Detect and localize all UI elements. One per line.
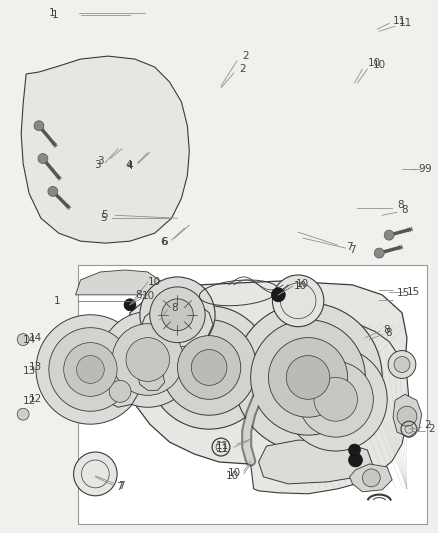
Circle shape bbox=[74, 452, 117, 496]
Text: 1: 1 bbox=[52, 10, 59, 20]
Polygon shape bbox=[138, 367, 165, 390]
Polygon shape bbox=[350, 464, 392, 492]
Circle shape bbox=[191, 350, 227, 385]
Polygon shape bbox=[122, 281, 407, 464]
Bar bbox=[78, 265, 427, 523]
Circle shape bbox=[64, 343, 117, 397]
Circle shape bbox=[100, 312, 195, 407]
Text: 9: 9 bbox=[425, 164, 431, 174]
Circle shape bbox=[234, 303, 382, 452]
Circle shape bbox=[17, 408, 29, 420]
Circle shape bbox=[36, 315, 145, 424]
Text: 2: 2 bbox=[429, 424, 435, 434]
Circle shape bbox=[34, 121, 44, 131]
Text: 6: 6 bbox=[160, 237, 166, 247]
Text: 13: 13 bbox=[23, 367, 36, 376]
Polygon shape bbox=[393, 394, 422, 437]
Text: 11: 11 bbox=[215, 444, 229, 454]
Text: 11: 11 bbox=[393, 17, 406, 26]
Circle shape bbox=[374, 248, 384, 258]
Circle shape bbox=[268, 337, 348, 417]
Text: 14: 14 bbox=[29, 333, 42, 343]
Text: 3: 3 bbox=[98, 156, 104, 166]
Text: 11: 11 bbox=[399, 18, 412, 28]
Circle shape bbox=[349, 444, 360, 456]
Circle shape bbox=[112, 324, 184, 395]
Circle shape bbox=[349, 453, 362, 467]
Text: 15: 15 bbox=[397, 288, 410, 298]
Polygon shape bbox=[249, 322, 409, 494]
Text: 3: 3 bbox=[94, 159, 100, 169]
Circle shape bbox=[126, 337, 170, 382]
Text: 7: 7 bbox=[118, 481, 125, 491]
Circle shape bbox=[48, 187, 58, 196]
Text: 8: 8 bbox=[172, 303, 178, 313]
Text: 12: 12 bbox=[23, 397, 36, 406]
Circle shape bbox=[162, 299, 193, 330]
Text: 4: 4 bbox=[125, 159, 132, 169]
Text: 12: 12 bbox=[29, 394, 42, 405]
Text: 14: 14 bbox=[23, 335, 36, 345]
Circle shape bbox=[109, 381, 131, 402]
Text: 10: 10 bbox=[372, 60, 385, 70]
Text: 13: 13 bbox=[29, 362, 42, 373]
Text: 5: 5 bbox=[101, 213, 107, 223]
Text: 1: 1 bbox=[49, 9, 56, 18]
Polygon shape bbox=[258, 440, 372, 484]
Text: 7: 7 bbox=[346, 242, 352, 252]
Circle shape bbox=[162, 320, 257, 415]
Polygon shape bbox=[21, 56, 189, 243]
Text: 10: 10 bbox=[296, 279, 309, 289]
Circle shape bbox=[298, 361, 373, 437]
Text: 4: 4 bbox=[126, 160, 133, 171]
Text: 10: 10 bbox=[226, 471, 239, 481]
Text: 11: 11 bbox=[215, 441, 229, 451]
Circle shape bbox=[77, 356, 104, 383]
Circle shape bbox=[177, 336, 241, 399]
Text: 6: 6 bbox=[161, 237, 168, 247]
Text: 2: 2 bbox=[239, 64, 245, 74]
Circle shape bbox=[362, 469, 380, 487]
Text: 7: 7 bbox=[116, 482, 123, 492]
Text: 5: 5 bbox=[102, 210, 108, 220]
Circle shape bbox=[17, 334, 29, 345]
Circle shape bbox=[140, 277, 215, 352]
Circle shape bbox=[284, 348, 387, 451]
Text: 2: 2 bbox=[425, 420, 431, 430]
Text: 10: 10 bbox=[148, 277, 161, 287]
Text: 8: 8 bbox=[401, 205, 408, 215]
Circle shape bbox=[148, 306, 270, 429]
Text: 8: 8 bbox=[135, 290, 141, 300]
Circle shape bbox=[251, 320, 365, 435]
Circle shape bbox=[286, 356, 330, 399]
Circle shape bbox=[150, 287, 205, 343]
Circle shape bbox=[38, 154, 48, 164]
Circle shape bbox=[388, 351, 416, 378]
Text: 7: 7 bbox=[350, 245, 356, 255]
Polygon shape bbox=[76, 270, 165, 295]
Text: 8: 8 bbox=[397, 200, 404, 211]
Text: 10: 10 bbox=[367, 58, 381, 68]
Circle shape bbox=[272, 288, 285, 302]
Text: 2: 2 bbox=[243, 51, 249, 61]
Circle shape bbox=[314, 377, 357, 421]
Text: 8: 8 bbox=[383, 325, 390, 335]
Circle shape bbox=[49, 328, 132, 411]
Text: 1: 1 bbox=[54, 296, 61, 306]
Text: 10: 10 bbox=[228, 468, 241, 478]
Polygon shape bbox=[105, 375, 138, 407]
Circle shape bbox=[394, 357, 410, 373]
Circle shape bbox=[397, 406, 417, 426]
Circle shape bbox=[272, 275, 324, 327]
Circle shape bbox=[384, 230, 394, 240]
Text: 9: 9 bbox=[419, 164, 425, 174]
Circle shape bbox=[124, 299, 136, 311]
Text: 8: 8 bbox=[385, 328, 392, 337]
Text: 15: 15 bbox=[407, 287, 420, 297]
Text: 10: 10 bbox=[294, 281, 307, 291]
Text: 10: 10 bbox=[142, 291, 155, 301]
